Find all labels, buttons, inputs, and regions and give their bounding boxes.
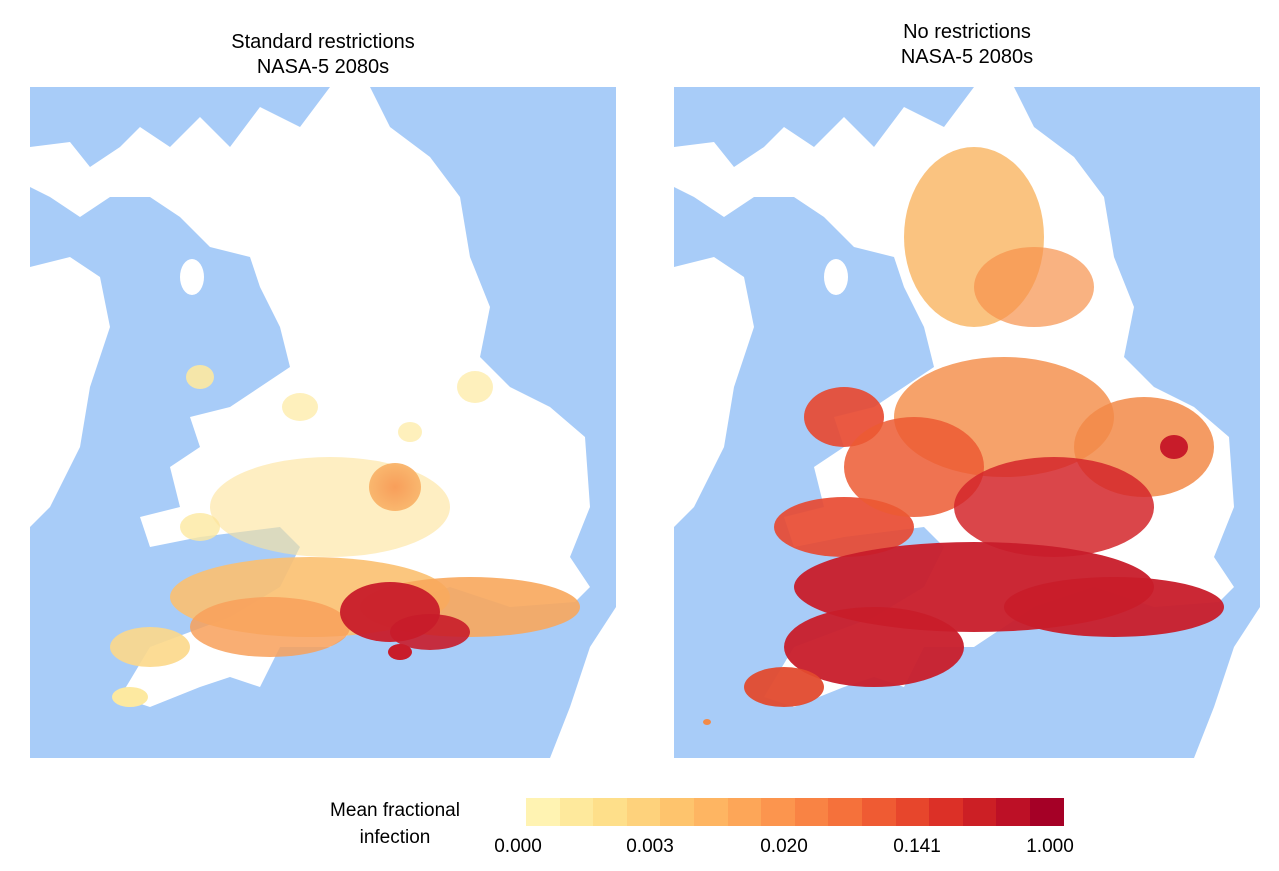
legend-color-swatch bbox=[996, 798, 1030, 826]
legend-color-swatch bbox=[593, 798, 627, 826]
land-continent bbox=[550, 607, 616, 758]
legend-color-swatch bbox=[1029, 798, 1064, 826]
panel-title-line2: NASA-5 2080s bbox=[256, 56, 390, 78]
legend-color-swatch bbox=[660, 798, 694, 826]
legend-color-swatch bbox=[895, 798, 930, 826]
land-ireland bbox=[674, 257, 754, 527]
legend-color-swatch bbox=[693, 798, 728, 826]
legend-color-swatch bbox=[828, 798, 862, 826]
land-continent bbox=[1194, 607, 1260, 758]
legend-color-swatch bbox=[929, 798, 963, 826]
legend-tick: 0.000 bbox=[494, 836, 542, 857]
map-standard-restrictions bbox=[30, 87, 616, 758]
legend-color-swatch bbox=[727, 798, 762, 826]
legend-color-swatch bbox=[861, 798, 896, 826]
legend-color-swatch bbox=[626, 798, 661, 826]
panel-title-line2: NASA-5 2080s bbox=[900, 46, 1034, 68]
panel-title-no-restrictions: No restrictions NASA-5 2080s bbox=[674, 20, 1260, 70]
legend-title-line2: infection bbox=[359, 827, 431, 848]
legend-colorbar bbox=[526, 798, 1064, 826]
legend-color-swatch bbox=[794, 798, 829, 826]
legend-tick: 1.000 bbox=[1026, 836, 1074, 857]
land-ireland bbox=[30, 257, 110, 527]
legend-title: Mean fractional infection bbox=[300, 797, 490, 851]
panel-title-line1: No restrictions bbox=[903, 21, 1031, 43]
panel-title-standard: Standard restrictions NASA-5 2080s bbox=[30, 30, 616, 80]
legend-color-swatch bbox=[962, 798, 997, 826]
legend-color-swatch bbox=[761, 798, 795, 826]
legend-tick: 0.141 bbox=[893, 836, 941, 857]
legend-color-swatch bbox=[559, 798, 594, 826]
panel-title-line1: Standard restrictions bbox=[231, 31, 415, 53]
map-no-restrictions bbox=[674, 87, 1260, 758]
legend-color-swatch bbox=[526, 798, 560, 826]
legend-title-line1: Mean fractional bbox=[330, 800, 460, 821]
legend-tick: 0.003 bbox=[626, 836, 674, 857]
legend-tick: 0.020 bbox=[760, 836, 808, 857]
